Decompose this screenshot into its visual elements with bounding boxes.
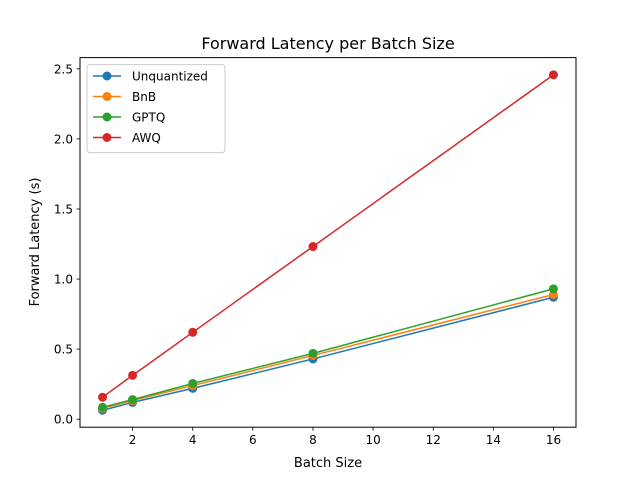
x-tick-label: 8 (309, 433, 317, 447)
y-tick-label: 0.5 (54, 343, 73, 357)
y-tick-label: 1.5 (54, 202, 73, 216)
y-tick-label: 0.0 (54, 413, 73, 427)
legend-marker-gptq (102, 112, 112, 122)
x-tick-label: 4 (189, 433, 197, 447)
series-line-unquantized (102, 296, 554, 411)
y-tick-label: 2.0 (54, 132, 73, 146)
legend-marker-bnb (102, 92, 112, 101)
legend-marker-awq (102, 133, 112, 142)
legend-label-awq: AWQ (132, 131, 161, 145)
x-tick-label: 2 (129, 433, 137, 447)
data-point-gptq (98, 402, 108, 412)
data-point-gptq (188, 378, 198, 388)
y-axis-label: Forward Latency (s) (28, 178, 43, 307)
legend-label-gptq: GPTQ (132, 111, 165, 125)
data-point-awq (188, 327, 198, 337)
data-point-awq (98, 392, 108, 402)
data-point-awq (548, 70, 558, 80)
legend-marker-unquantized (102, 71, 112, 81)
chart-title: Forward Latency per Batch Size (201, 34, 454, 53)
axes-frame (79, 57, 577, 428)
data-point-awq (308, 242, 318, 252)
data-point-gptq (128, 395, 138, 405)
legend-label-unquantized: Unquantized (132, 70, 208, 84)
y-tick-label: 2.5 (54, 62, 73, 76)
x-axis-label: Batch Size (294, 456, 362, 471)
x-tick-label: 10 (365, 433, 380, 447)
x-tick-label: 6 (249, 433, 257, 447)
x-tick-label: 12 (426, 433, 441, 447)
legend: Unquantized BnB GPTQ AWQ (86, 64, 226, 154)
data-point-gptq (308, 348, 318, 358)
legend-label-bnb: BnB (132, 90, 156, 104)
data-point-gptq (548, 284, 558, 294)
series-line-bnb (102, 293, 554, 410)
x-tick-label: 16 (546, 433, 561, 447)
y-tick-label: 1.0 (54, 273, 73, 287)
data-point-awq (128, 370, 138, 380)
legend-box (86, 64, 226, 154)
x-tick-label: 14 (486, 433, 501, 447)
